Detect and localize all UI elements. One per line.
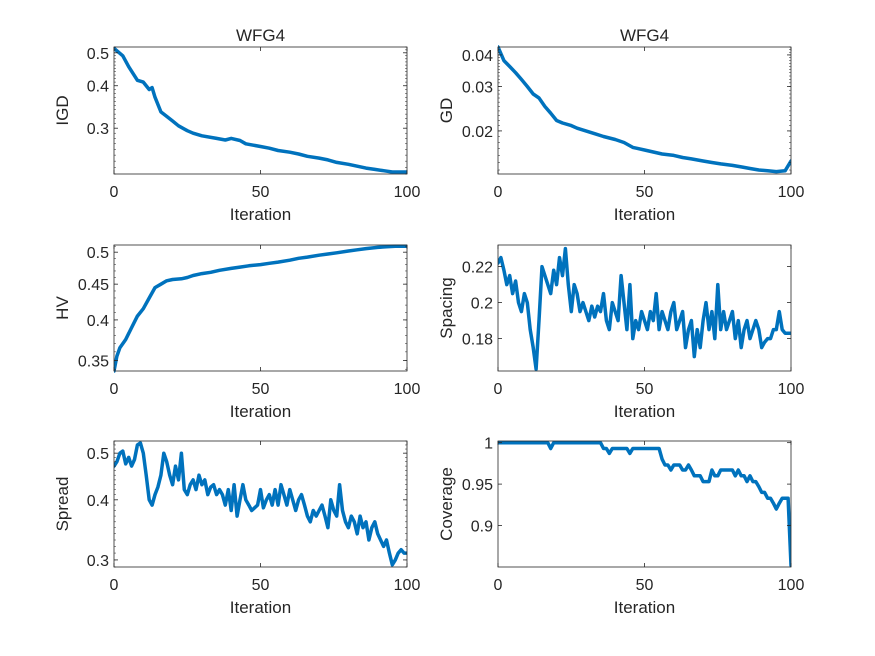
series-line-coverage — [498, 440, 791, 568]
series-line-gd — [498, 45, 791, 174]
x-tick-label: 50 — [252, 184, 270, 201]
x-tick-label: 0 — [110, 381, 119, 398]
subplot-coverage: 0 50 100 0.9 0.95 1 Iteration Coverage — [437, 436, 804, 617]
x-tick-label: 50 — [252, 381, 270, 398]
subplot-spacing: 0 50 100 0.18 0.2 0.22 Iteration Spacing — [437, 244, 805, 421]
y-tick-label: 0.9 — [471, 519, 493, 536]
y-axis-label: Spread — [53, 477, 72, 532]
x-tick-label: 100 — [394, 184, 421, 201]
subplot-spread: 0 50 100 0.3 0.4 0.5 Iteration Spread — [53, 440, 421, 617]
y-tick-label: 0.4 — [87, 493, 109, 510]
x-tick-label: 100 — [394, 577, 421, 594]
y-tick-label: 0.22 — [462, 260, 493, 277]
x-axis-label: Iteration — [230, 598, 291, 617]
x-tick-label: 50 — [636, 577, 654, 594]
x-tick-label: 100 — [778, 381, 805, 398]
y-axis-label: HV — [53, 296, 72, 320]
x-tick-label: 0 — [110, 184, 119, 201]
y-tick-label: 0.3 — [87, 553, 109, 570]
y-tick-label: 0.5 — [87, 446, 109, 463]
y-tick-label: 0.4 — [87, 313, 109, 330]
series-line-hv — [114, 244, 407, 373]
x-tick-label: 0 — [110, 577, 119, 594]
subplot-title: WFG4 — [620, 26, 669, 45]
x-tick-label: 100 — [778, 577, 805, 594]
x-axis-label: Iteration — [230, 402, 291, 421]
x-tick-label: 50 — [636, 184, 654, 201]
subplot-gd: 0 50 100 0.02 0.03 0.04 Iteration GD WFG4 — [437, 26, 804, 224]
y-axis-label: Spacing — [437, 277, 456, 338]
y-axis-label: GD — [437, 98, 456, 124]
x-tick-label: 0 — [494, 184, 503, 201]
y-axis-label: IGD — [53, 95, 72, 125]
x-axis-label: Iteration — [614, 598, 675, 617]
y-tick-label: 0.3 — [87, 121, 109, 138]
series-line-spacing — [498, 246, 791, 371]
y-tick-label: 0.2 — [471, 296, 493, 313]
subplot-hv: 0 50 100 0.35 0.4 0.45 0.5 Iteration HV — [53, 244, 421, 421]
y-tick-label: 0.03 — [462, 79, 493, 96]
y-tick-label: 0.45 — [78, 277, 109, 294]
x-axis-label: Iteration — [230, 205, 291, 224]
y-tick-label: 0.02 — [462, 124, 493, 141]
y-tick-label: 0.35 — [78, 353, 109, 370]
y-tick-label: 0.5 — [87, 245, 109, 262]
x-tick-label: 100 — [778, 184, 805, 201]
y-tick-label: 1 — [484, 436, 493, 453]
series-line-spread — [114, 441, 407, 567]
y-tick-label: 0.04 — [462, 48, 493, 65]
y-tick-label: 0.18 — [462, 332, 493, 349]
series-line-igd — [114, 46, 407, 174]
x-tick-label: 100 — [394, 381, 421, 398]
subplot-igd: 0 50 100 0.3 0.4 0.5 Iteration IGD WFG4 — [53, 26, 420, 224]
y-tick-label: 0.4 — [87, 79, 109, 96]
x-tick-label: 0 — [494, 577, 503, 594]
x-axis-label: Iteration — [614, 205, 675, 224]
x-tick-label: 50 — [252, 577, 270, 594]
x-tick-label: 50 — [636, 381, 654, 398]
y-tick-label: 0.95 — [462, 477, 493, 494]
y-tick-label: 0.5 — [87, 46, 109, 63]
y-axis-label: Coverage — [437, 467, 456, 541]
x-tick-label: 0 — [494, 381, 503, 398]
x-axis-label: Iteration — [614, 402, 675, 421]
subplot-title: WFG4 — [236, 26, 285, 45]
